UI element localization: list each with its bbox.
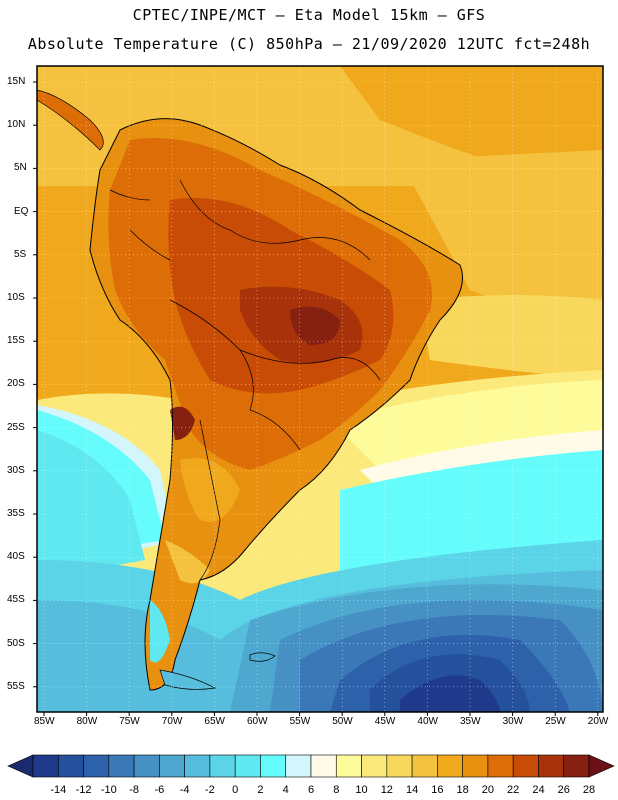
lon-label: 70W bbox=[161, 716, 183, 727]
lon-label: 65W bbox=[204, 716, 225, 727]
lon-label: 35W bbox=[460, 716, 481, 727]
colorbar-swatch bbox=[512, 754, 539, 778]
lat-label: 5S bbox=[14, 248, 27, 260]
colorbar-label: -4 bbox=[179, 784, 190, 796]
lat-label: 10N bbox=[7, 119, 26, 131]
colorbar-swatch bbox=[209, 754, 236, 778]
lon-label: 20W bbox=[587, 716, 609, 727]
lat-label: 5N bbox=[14, 162, 27, 174]
colorbar-label: -12 bbox=[75, 784, 92, 796]
colorbar-swatch bbox=[234, 754, 261, 778]
colorbar-swatch bbox=[538, 754, 565, 778]
colorbar-swatch bbox=[462, 754, 489, 778]
lat-label: 10S bbox=[7, 292, 25, 303]
colorbar-label: 22 bbox=[507, 784, 520, 796]
colorbar-label: -8 bbox=[129, 784, 139, 796]
colorbar-label: 28 bbox=[582, 784, 596, 796]
colorbar-swatch bbox=[386, 754, 413, 778]
colorbar-swatch bbox=[133, 754, 160, 778]
colorbar-label: 12 bbox=[380, 784, 393, 796]
colorbar-swatch bbox=[260, 754, 287, 778]
colorbar-swatch bbox=[32, 754, 59, 778]
colorbar-label: 18 bbox=[456, 784, 469, 796]
colorbar-label: -6 bbox=[154, 784, 165, 796]
colorbar-min-arrow bbox=[7, 754, 34, 778]
colorbar-label: 20 bbox=[481, 784, 495, 796]
lon-label: 40W bbox=[417, 716, 438, 727]
colorbar-swatch bbox=[57, 754, 84, 778]
map-title-line-2: Absolute Temperature (C) 850hPa — 21/09/… bbox=[27, 35, 591, 53]
lat-label: 55S bbox=[7, 680, 25, 692]
temperature-field bbox=[37, 66, 603, 712]
lon-label: 55W bbox=[289, 716, 311, 727]
colorbar-label: 14 bbox=[405, 784, 419, 796]
colorbar-swatch bbox=[563, 754, 590, 778]
colorbar-label: -14 bbox=[50, 784, 67, 796]
temperature-colorbar bbox=[7, 754, 615, 778]
lat-label: 40S bbox=[7, 551, 25, 563]
lon-label: 75W bbox=[119, 716, 140, 727]
colorbar-max-arrow bbox=[588, 754, 615, 778]
lat-label: 50S bbox=[7, 637, 25, 649]
lat-label: 15S bbox=[7, 335, 25, 347]
lon-label: 60W bbox=[247, 716, 268, 727]
colorbar-label: 24 bbox=[532, 784, 545, 796]
map-title-line-1: CPTEC/INPE/MCT — Eta Model 15km — GFS bbox=[132, 6, 486, 24]
colorbar-swatch bbox=[83, 754, 110, 778]
colorbar-swatch bbox=[411, 754, 438, 778]
colorbar-swatch bbox=[335, 754, 362, 778]
colorbar-swatch bbox=[487, 754, 514, 778]
lat-label: 15N bbox=[7, 76, 26, 87]
colorbar-label: 10 bbox=[355, 784, 368, 796]
colorbar-label: 4 bbox=[282, 784, 289, 796]
colorbar-swatch bbox=[184, 754, 211, 778]
colorbar-swatch bbox=[361, 754, 388, 778]
lon-label: 25W bbox=[545, 716, 566, 727]
colorbar-label: 16 bbox=[431, 784, 444, 796]
lon-label: 45W bbox=[374, 716, 396, 727]
lat-label: 25S bbox=[7, 421, 25, 433]
lat-label: EQ bbox=[14, 205, 29, 217]
lon-label: 50W bbox=[332, 716, 353, 727]
lon-label: 80W bbox=[76, 716, 98, 727]
colorbar-label: 6 bbox=[307, 784, 315, 796]
colorbar-label: 8 bbox=[333, 784, 340, 796]
colorbar-swatch bbox=[159, 754, 185, 778]
colorbar-swatch bbox=[310, 754, 337, 778]
colorbar-swatch bbox=[285, 754, 312, 778]
lat-label: 20S bbox=[7, 378, 25, 390]
colorbar-label: 2 bbox=[257, 784, 264, 796]
colorbar-swatch bbox=[437, 754, 463, 778]
lat-label: 45S bbox=[7, 594, 25, 606]
lat-label: 30S bbox=[7, 464, 25, 476]
lon-label: 30W bbox=[502, 716, 524, 727]
colorbar-label: -10 bbox=[100, 784, 117, 796]
lon-label: 85W bbox=[34, 716, 55, 727]
colorbar-label: 26 bbox=[557, 784, 570, 796]
colorbar-swatch bbox=[108, 754, 135, 778]
colorbar-label: 0 bbox=[232, 784, 239, 796]
colorbar-label: -2 bbox=[205, 784, 215, 796]
lat-label: 35S bbox=[7, 508, 25, 519]
